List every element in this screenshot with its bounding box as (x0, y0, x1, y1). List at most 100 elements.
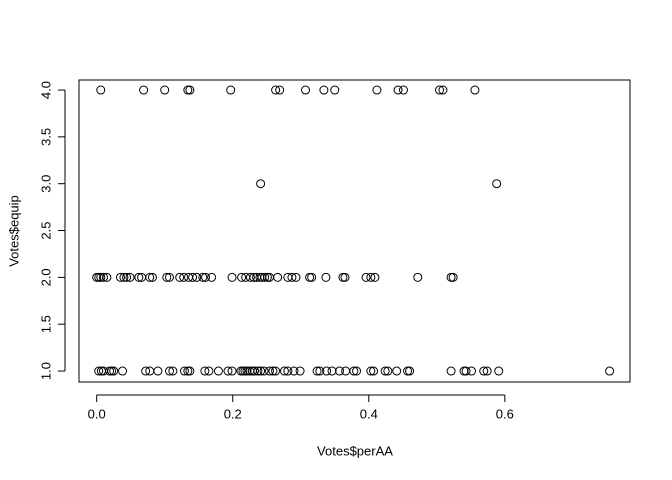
point (256, 366, 266, 376)
point (492, 179, 502, 189)
point (227, 366, 237, 376)
point (237, 272, 247, 282)
point (327, 366, 337, 376)
point (448, 272, 458, 282)
point (256, 179, 266, 189)
point (393, 85, 403, 95)
point (335, 366, 345, 376)
x-tick-label: 0.4 (360, 406, 378, 421)
point (349, 366, 359, 376)
point (201, 272, 211, 282)
point (242, 366, 252, 376)
point (322, 366, 332, 376)
point (226, 85, 236, 95)
point (245, 272, 255, 282)
point (330, 85, 340, 95)
point (321, 272, 331, 282)
point (168, 366, 178, 376)
point (275, 85, 285, 95)
point (361, 272, 371, 282)
point (370, 272, 380, 282)
point (369, 366, 379, 376)
point (94, 272, 104, 282)
point (264, 272, 274, 282)
point (119, 272, 129, 282)
point (139, 85, 149, 95)
point (147, 272, 157, 282)
y-tick-label: 3.5 (38, 128, 53, 146)
point (175, 272, 185, 282)
point (141, 366, 151, 376)
y-axis-label: Votes$equip (6, 195, 21, 267)
point (461, 366, 471, 376)
point (366, 272, 376, 282)
point (162, 272, 172, 282)
point (125, 272, 135, 282)
point (96, 272, 106, 282)
point (198, 272, 208, 282)
point (403, 366, 413, 376)
point (307, 272, 317, 282)
point (188, 272, 198, 282)
point (301, 85, 311, 95)
point (271, 85, 281, 95)
point (213, 366, 223, 376)
y-tick-label: 4.0 (38, 81, 53, 99)
point (287, 272, 297, 282)
y-tick-label: 2.5 (38, 221, 53, 239)
point (446, 366, 456, 376)
point (338, 272, 348, 282)
point (115, 272, 125, 282)
point (164, 366, 174, 376)
point (340, 272, 350, 282)
point (446, 272, 456, 282)
point (470, 85, 480, 95)
point (291, 272, 301, 282)
point (383, 366, 393, 376)
y-tick-label: 2.0 (38, 268, 53, 286)
point (289, 366, 299, 376)
point (160, 85, 170, 95)
point (482, 366, 492, 376)
point (494, 366, 504, 376)
y-tick-label: 3.0 (38, 175, 53, 193)
point (405, 366, 415, 376)
point (96, 85, 106, 95)
point (109, 366, 119, 376)
point (341, 366, 351, 376)
point (179, 366, 189, 376)
y-tick-label: 1.0 (38, 362, 53, 380)
point (207, 272, 217, 282)
point (315, 366, 325, 376)
point (438, 85, 448, 95)
x-axis-label: Votes$perAA (317, 443, 393, 458)
point (257, 272, 267, 282)
point (107, 366, 117, 376)
point (435, 85, 445, 95)
point (352, 366, 362, 376)
point (145, 272, 155, 282)
point (392, 366, 402, 376)
point (153, 366, 163, 376)
point (479, 366, 489, 376)
point (605, 366, 615, 376)
point (260, 272, 270, 282)
x-tick-label: 0.2 (224, 406, 242, 421)
point (192, 272, 202, 282)
x-tick-label: 0.6 (496, 406, 514, 421)
point (459, 366, 469, 376)
point (305, 272, 315, 282)
point (134, 272, 144, 282)
point (372, 85, 382, 95)
point (312, 366, 322, 376)
point (122, 272, 132, 282)
point (250, 366, 260, 376)
point (264, 366, 274, 376)
point (183, 85, 193, 95)
point (271, 366, 281, 376)
point (413, 272, 423, 282)
point (273, 272, 283, 282)
point (279, 366, 289, 376)
point (200, 366, 210, 376)
